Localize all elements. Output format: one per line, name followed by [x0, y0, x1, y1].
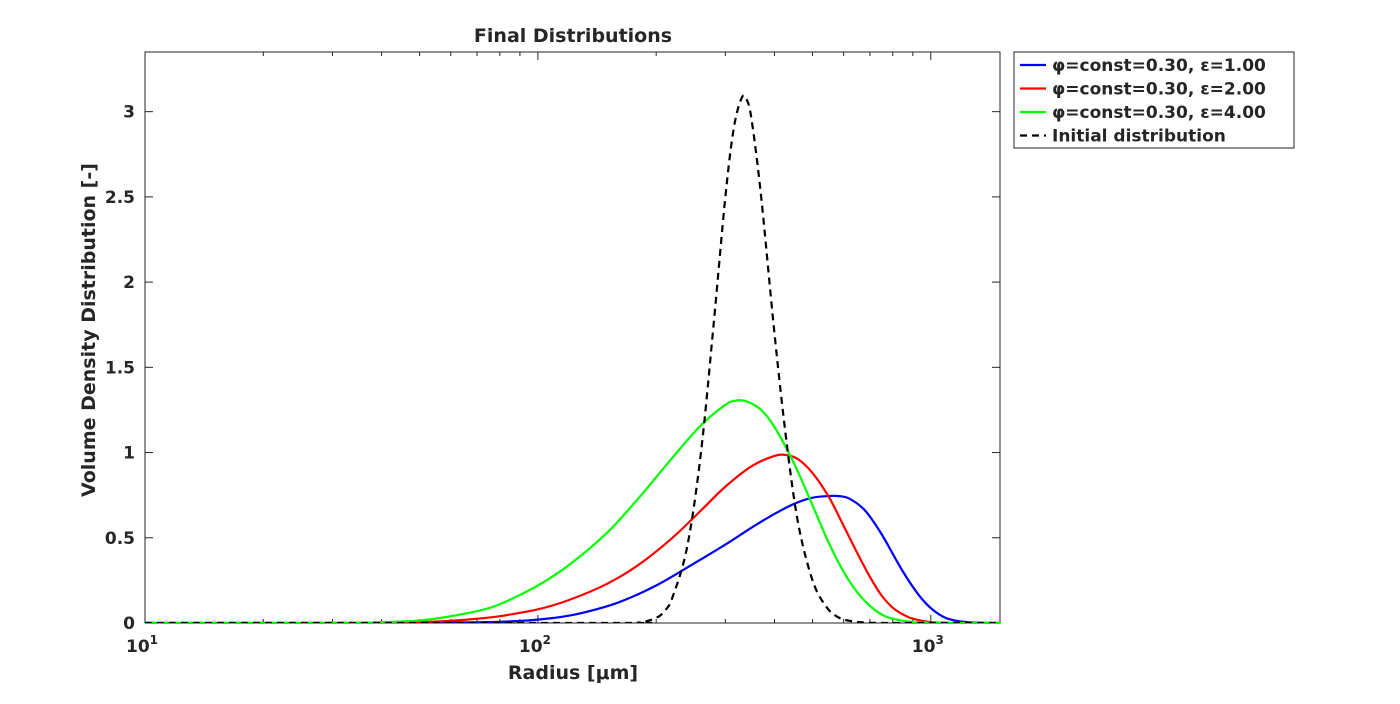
series-line-2 — [145, 453, 1000, 623]
x-tick-label: 102 — [519, 633, 551, 657]
legend-label-1: φ=const=0.30, ε=1.00 — [1052, 56, 1266, 76]
series-line-3 — [145, 399, 1000, 623]
x-tick-exponent: 2 — [543, 633, 551, 647]
y-tick-label: 1.5 — [105, 358, 135, 378]
y-tick-label: 2.5 — [105, 188, 135, 208]
plot-frame — [144, 51, 1001, 624]
x-tick-exponent: 1 — [150, 633, 158, 647]
x-tick-label: 103 — [912, 633, 944, 657]
legend-label-4: Initial distribution — [1052, 127, 1226, 147]
x-tick-base: 10 — [519, 637, 543, 657]
x-tick-base: 10 — [912, 637, 936, 657]
legend-box — [1013, 51, 1295, 149]
legend-label-3: φ=const=0.30, ε=4.00 — [1052, 103, 1266, 123]
series-line-4 — [145, 94, 1000, 623]
y-tick-label: 3 — [123, 103, 135, 123]
x-tick-exponent: 3 — [935, 633, 943, 647]
series-line-1 — [145, 494, 1000, 623]
x-tick-label: 101 — [126, 633, 158, 657]
y-tick-label: 2 — [123, 273, 135, 293]
legend: φ=const=0.30, ε=1.00 φ=const=0.30, ε=2.00… — [1013, 51, 1295, 149]
y-tick-label: 0 — [123, 614, 135, 634]
x-tick-base: 10 — [126, 637, 150, 657]
y-axis-label: Volume Density Distribution [-] — [78, 163, 100, 497]
legend-label-2: φ=const=0.30, ε=2.00 — [1052, 80, 1266, 100]
y-tick-label: 1 — [123, 444, 135, 464]
y-tick-label: 0.5 — [105, 529, 135, 549]
x-axis-label: Radius [μm] — [508, 662, 638, 684]
chart-title: Final Distributions — [474, 25, 672, 47]
